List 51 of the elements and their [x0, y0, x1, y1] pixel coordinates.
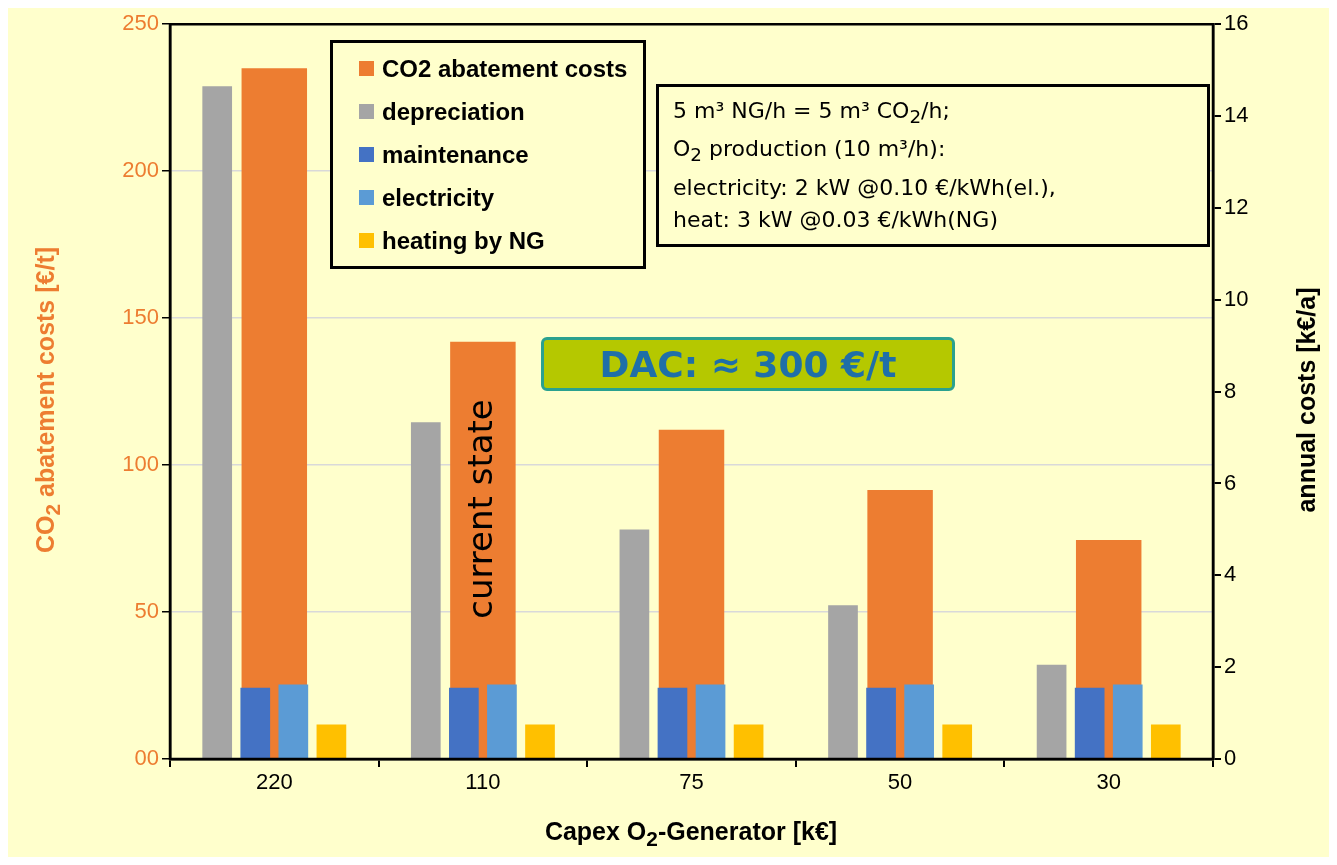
x-tick-label: 50 — [887, 769, 913, 795]
label-box: DAC: ≈ 300 €/t — [541, 337, 955, 391]
bar — [487, 684, 517, 758]
y-tick-label: 100 — [122, 451, 159, 477]
bar — [202, 86, 233, 758]
x-tick-label: 110 — [465, 769, 501, 795]
bar — [410, 422, 441, 758]
bar — [733, 724, 764, 758]
y2-tick-label: 4 — [1224, 561, 1237, 587]
bar — [240, 687, 271, 758]
y2-tick-label: 6 — [1224, 469, 1237, 495]
bar — [695, 684, 726, 758]
y2-tick-label: 8 — [1224, 377, 1237, 403]
y2-tick-label: 2 — [1224, 653, 1237, 679]
bar — [1150, 724, 1181, 758]
bar — [828, 605, 858, 758]
annotation: current state — [459, 399, 500, 619]
bar — [316, 724, 347, 758]
y2-tick-label: 12 — [1224, 193, 1249, 219]
legend-label: depreciation — [382, 97, 525, 126]
y-tick-label: 50 — [134, 598, 159, 624]
bar — [1074, 687, 1105, 758]
y2-tick-label: 0 — [1224, 745, 1237, 771]
bar — [619, 529, 650, 758]
bar — [525, 724, 555, 758]
x-tick-label: 220 — [255, 769, 293, 795]
legend-label: heating by NG — [382, 226, 545, 255]
bar — [449, 687, 479, 758]
bar — [241, 68, 308, 759]
y2-tick-label: 14 — [1224, 102, 1249, 128]
bar — [1036, 664, 1067, 758]
y-tick-label: 200 — [122, 157, 159, 183]
bar — [1112, 684, 1143, 758]
y2-axis-title: annual costs [k€/a] — [1291, 287, 1321, 513]
y2-tick-label: 10 — [1224, 285, 1249, 311]
x-axis-title: Capex O$_{2}$-Generator [k€] — [544, 817, 838, 851]
y-tick-label: 250 — [122, 10, 159, 36]
legend-label: electricity — [382, 183, 495, 212]
bar — [657, 687, 688, 758]
note-box: 5 m³ NG/h = 5 m³ CO$_{2}$/h; O$_{2}$ production (10 m³/h): electricity: 2 kW @0.10 €/kWh(el.), heat: 3 kW @0.03 €/kWh(NG) — [656, 84, 1210, 247]
bar — [904, 684, 934, 758]
bar — [942, 724, 973, 758]
y-tick-label: 150 — [122, 304, 159, 330]
x-tick-label: 75 — [679, 769, 704, 795]
legend-label: CO2 abatement costs — [382, 54, 628, 83]
y2-tick-label: 16 — [1224, 10, 1249, 36]
bar — [278, 684, 309, 758]
x-tick-label: 30 — [1096, 769, 1121, 795]
legend-label: maintenance — [382, 140, 529, 169]
y-tick-label: 00 — [134, 745, 159, 771]
bar — [866, 687, 896, 758]
